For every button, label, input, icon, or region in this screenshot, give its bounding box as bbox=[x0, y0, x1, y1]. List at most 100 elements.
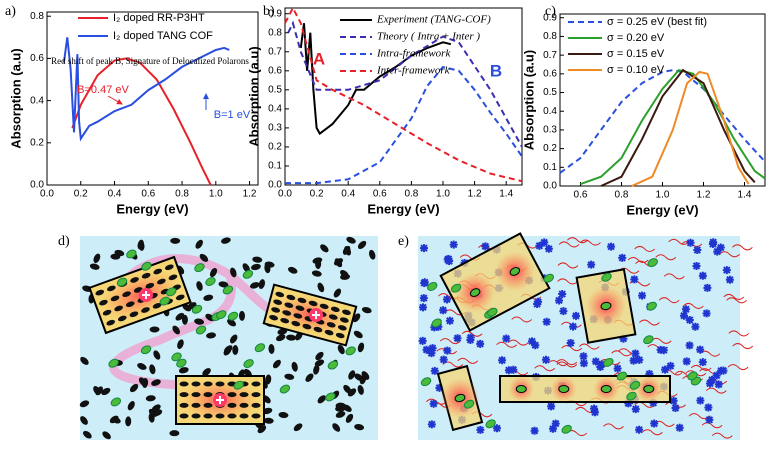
x-tick-label: 1.4 bbox=[738, 190, 752, 201]
chain bbox=[641, 429, 663, 436]
dopant bbox=[254, 343, 266, 353]
cof-node bbox=[645, 369, 654, 378]
cof-node bbox=[427, 349, 436, 358]
cof-node bbox=[703, 283, 712, 292]
y-tick-label: 0.7 bbox=[268, 46, 282, 57]
cof-node bbox=[708, 375, 717, 384]
x-tick-label: 0.8 bbox=[404, 189, 418, 200]
chain-unit bbox=[179, 413, 189, 419]
cof-node bbox=[589, 404, 598, 413]
cof-node bbox=[638, 291, 647, 300]
dopant bbox=[194, 263, 205, 273]
cof-node bbox=[630, 275, 639, 284]
annotation: B=0.47 eV bbox=[77, 84, 129, 96]
x-tick-label: 1.2 bbox=[468, 189, 482, 200]
arrow bbox=[107, 95, 123, 105]
chain-unit bbox=[291, 320, 301, 327]
chain bbox=[567, 237, 588, 244]
x-tick-label: 0.4 bbox=[108, 189, 122, 200]
plus bbox=[312, 311, 320, 319]
chain bbox=[558, 241, 580, 248]
cof-node bbox=[418, 336, 427, 345]
chain bbox=[496, 341, 517, 348]
chain-unit bbox=[333, 288, 342, 298]
chain bbox=[534, 365, 556, 372]
chain-unit bbox=[251, 392, 261, 398]
cof-node bbox=[453, 334, 462, 343]
dopant bbox=[509, 267, 521, 276]
chain-unit bbox=[182, 303, 192, 312]
cof-node bbox=[443, 346, 452, 355]
dopant bbox=[171, 352, 182, 362]
cof-node bbox=[631, 349, 640, 358]
cof-node bbox=[418, 303, 427, 312]
dopant bbox=[431, 318, 442, 328]
chain-unit bbox=[317, 395, 326, 404]
chain-unit bbox=[175, 294, 185, 301]
chain bbox=[650, 337, 672, 344]
y-tick-label: 0.9 bbox=[268, 8, 282, 19]
plot-frame bbox=[46, 11, 259, 186]
chain-unit bbox=[179, 381, 189, 387]
cof-node bbox=[558, 290, 567, 299]
chain-unit bbox=[319, 303, 329, 310]
dopant bbox=[195, 325, 207, 335]
cof-node bbox=[661, 365, 670, 374]
cof-node bbox=[540, 238, 549, 247]
chain-unit bbox=[95, 289, 105, 296]
chain-unit bbox=[227, 402, 237, 408]
panel-label: e) bbox=[398, 234, 409, 249]
chain bbox=[683, 302, 704, 309]
chain bbox=[603, 423, 624, 430]
chain-unit bbox=[324, 329, 334, 336]
cof-node bbox=[504, 366, 513, 375]
chain-unit bbox=[264, 261, 275, 268]
cof-node bbox=[442, 295, 451, 304]
cof-node bbox=[559, 307, 568, 316]
cof-node bbox=[449, 240, 458, 249]
chain-unit bbox=[195, 239, 203, 249]
chain-unit bbox=[157, 278, 166, 285]
chain bbox=[711, 432, 733, 439]
dopant bbox=[687, 371, 698, 381]
chain bbox=[732, 244, 753, 251]
chain-unit bbox=[191, 392, 201, 398]
chain-unit bbox=[145, 395, 156, 402]
chain-unit bbox=[230, 267, 237, 278]
chain-unit bbox=[293, 313, 303, 319]
dopant bbox=[216, 310, 227, 320]
dopant bbox=[166, 287, 177, 297]
panel-label: d) bbox=[58, 234, 70, 249]
chain-unit bbox=[80, 356, 89, 365]
cof-node bbox=[679, 311, 688, 320]
diagram-e bbox=[418, 232, 754, 440]
chain-unit bbox=[145, 282, 155, 289]
series-line bbox=[580, 68, 766, 186]
dopant bbox=[463, 399, 475, 409]
chain-unit bbox=[199, 253, 209, 262]
cof-node bbox=[722, 266, 731, 275]
dopant bbox=[643, 385, 655, 393]
cof-node bbox=[502, 334, 511, 343]
cof-node bbox=[541, 355, 550, 364]
chain-unit bbox=[194, 318, 205, 325]
cof-node bbox=[708, 240, 717, 249]
series-line bbox=[600, 68, 756, 187]
chain-unit bbox=[227, 413, 237, 419]
cof-node bbox=[685, 315, 694, 324]
dopant bbox=[110, 397, 122, 407]
cof-node bbox=[434, 322, 443, 331]
chain-unit bbox=[79, 400, 90, 408]
dopant bbox=[450, 283, 462, 293]
chain-unit bbox=[251, 413, 261, 419]
chain-unit bbox=[295, 305, 305, 311]
series-line bbox=[285, 65, 523, 185]
chain-unit bbox=[114, 305, 123, 312]
crystallite bbox=[439, 232, 551, 332]
chain-unit bbox=[302, 323, 312, 330]
chain-unit bbox=[297, 297, 307, 304]
chain-unit bbox=[114, 249, 125, 257]
x-tick-label: 0.0 bbox=[40, 189, 54, 200]
dopant bbox=[487, 307, 498, 317]
